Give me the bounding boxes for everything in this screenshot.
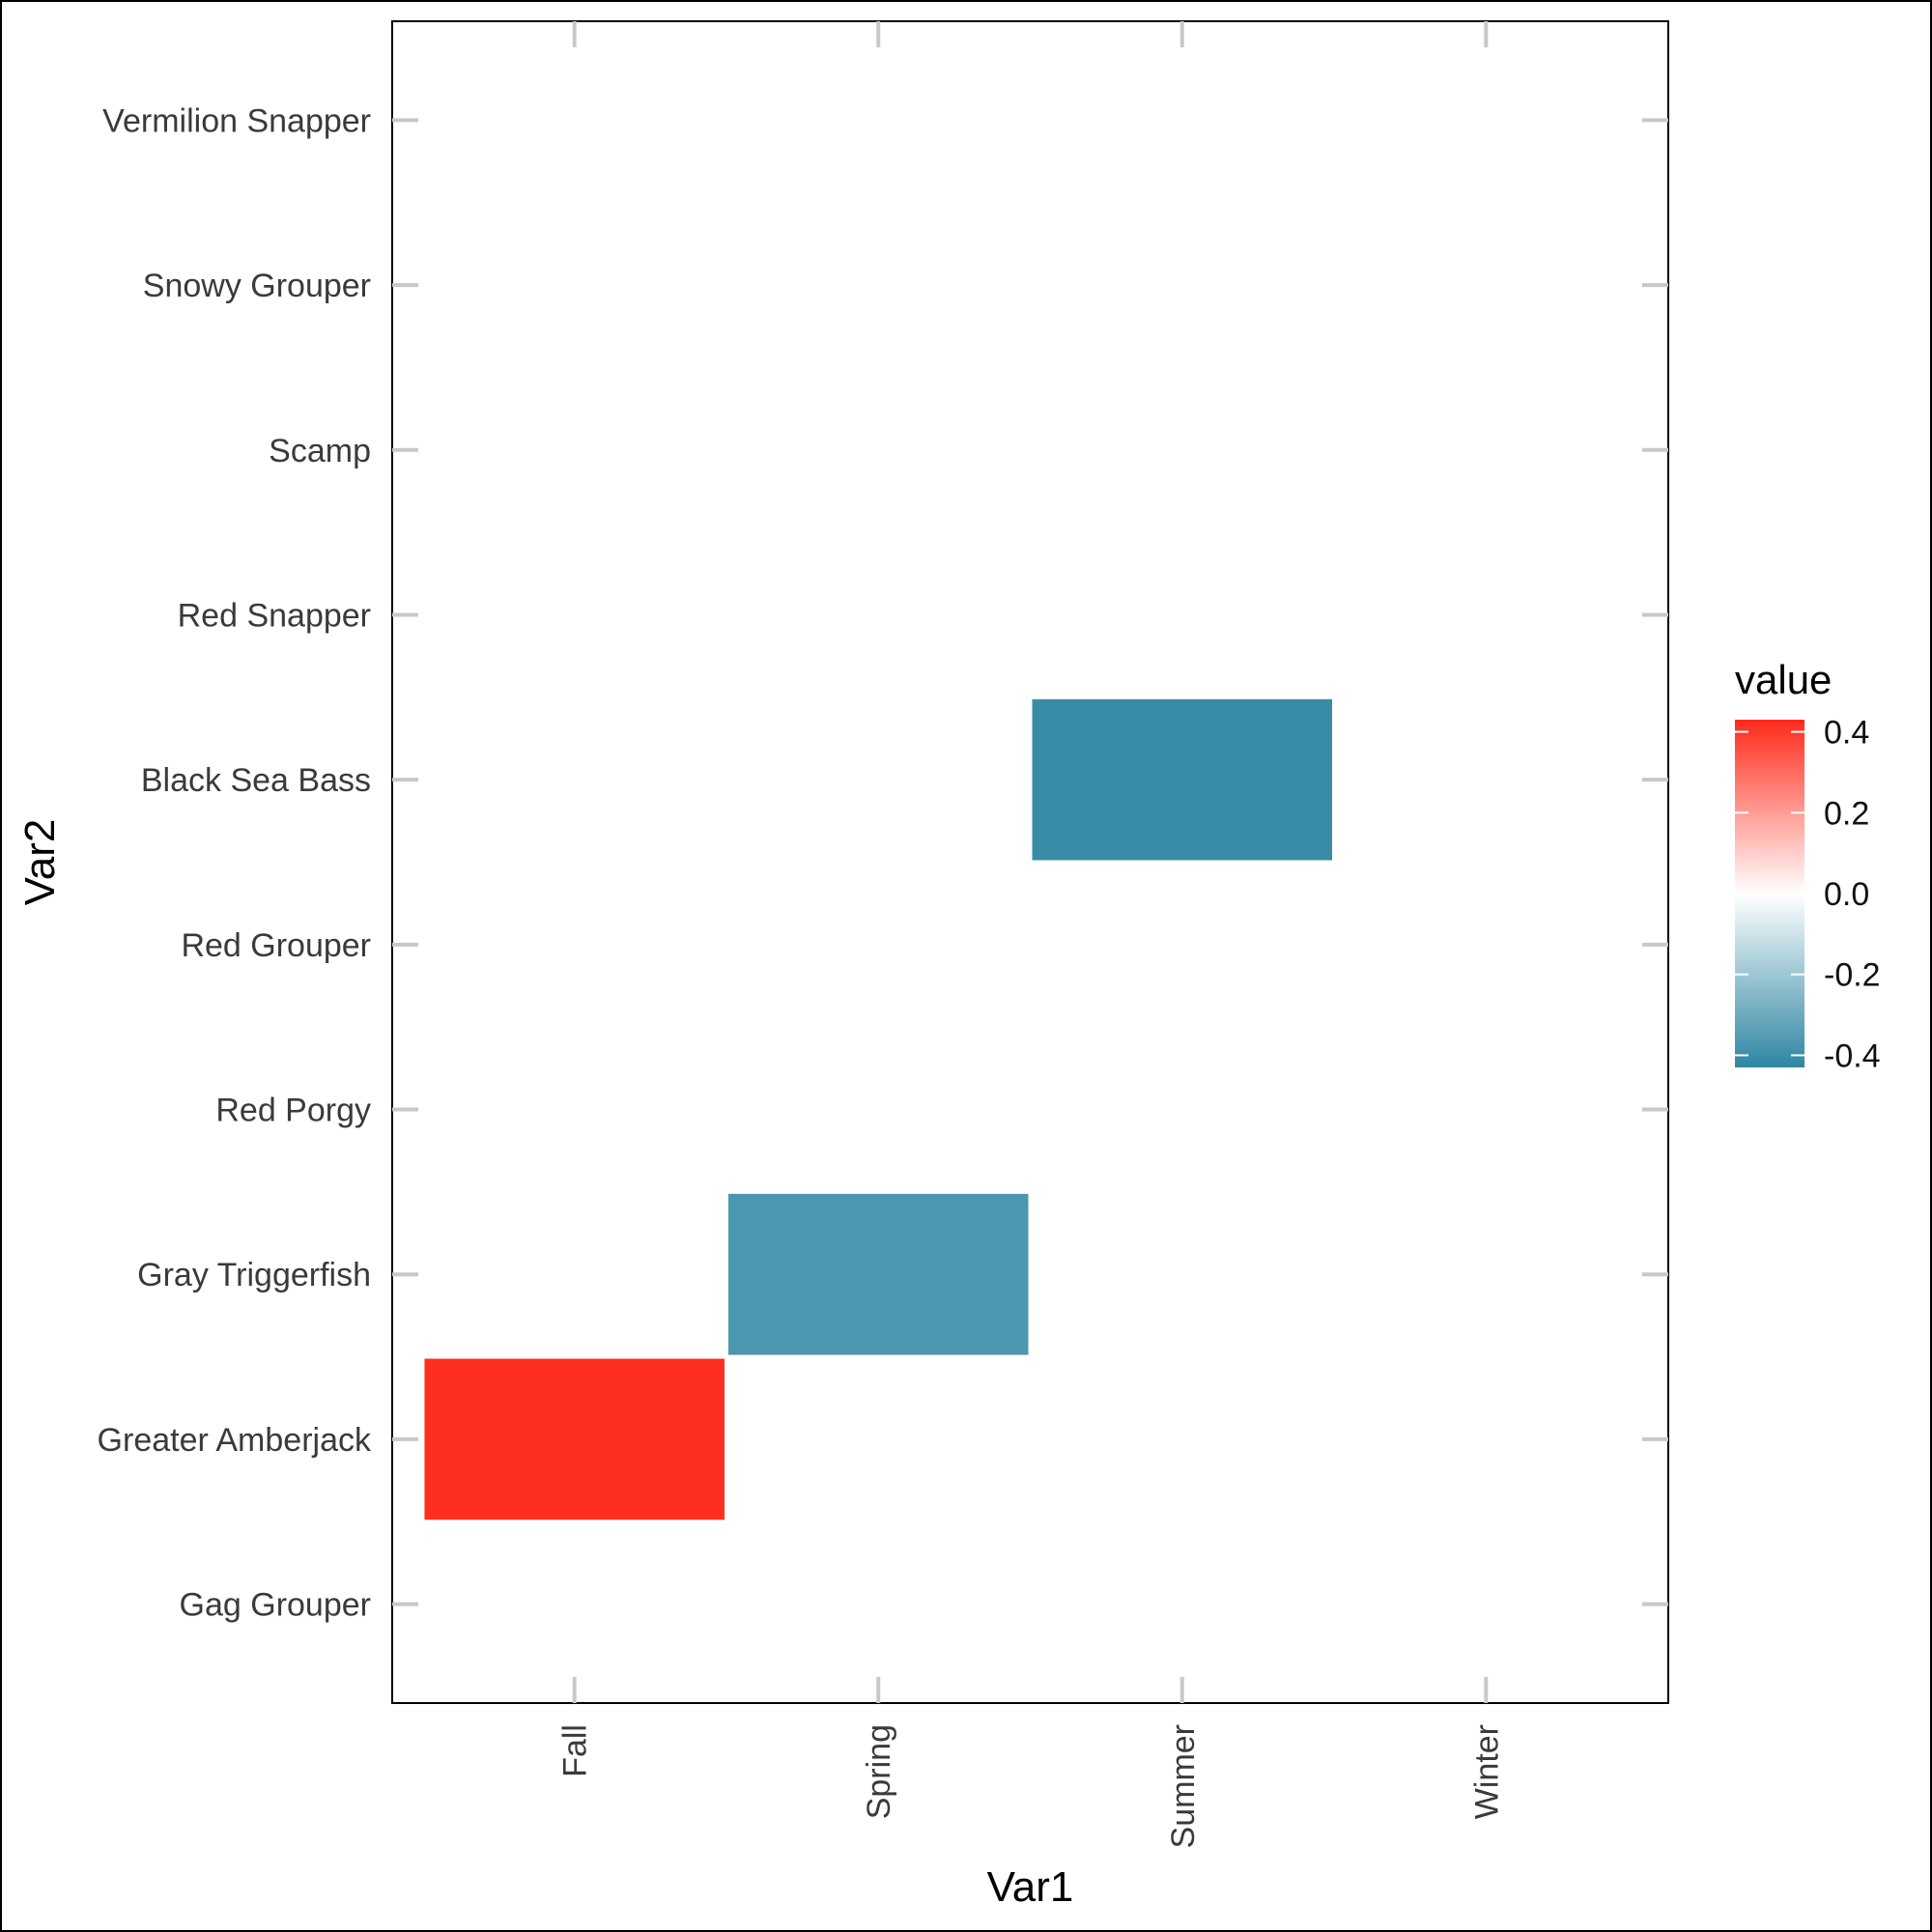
plot-panel-border (391, 20, 1669, 1704)
legend-tick-label: 0.0 (1824, 876, 1869, 913)
legend-tick-label: 0.2 (1824, 795, 1869, 832)
legend-ticks: 0.4 0.2 0.0 -0.2 -0.4 (1735, 715, 1881, 1074)
y-tick-label: Red Porgy (215, 1093, 371, 1129)
x-tick-label: Summer (1165, 1724, 1202, 1848)
heatmap-cell-fall-greater-amberjack (424, 1358, 724, 1520)
x-axis-title: Var1 (987, 1863, 1074, 1911)
x-tick-label: Spring (861, 1724, 897, 1819)
legend-title: value (1735, 657, 1832, 702)
axis-tick-labels: Fall Spring Summer Winter Gag Grouper Greater… (98, 102, 1506, 1848)
axis-ticks (392, 21, 1668, 1703)
y-tick-label: Greater Amberjack (98, 1422, 372, 1459)
y-axis-title: Var2 (16, 819, 64, 906)
legend-tick-label: -0.2 (1824, 957, 1881, 994)
x-tick-label: Fall (557, 1724, 594, 1777)
y-tick-label: Red Snapper (178, 597, 371, 634)
y-tick-label: Gray Triggerfish (137, 1257, 371, 1293)
heatmap-cell-summer-black-sea-bass (1032, 698, 1333, 861)
legend-tick-label: -0.4 (1824, 1037, 1881, 1074)
color-legend: value 0.4 0.2 0.0 -0.2 -0.4 (1735, 657, 1881, 1074)
y-tick-label: Black Sea Bass (141, 762, 371, 799)
y-tick-label: Gag Grouper (180, 1587, 371, 1624)
y-tick-label: Red Grouper (181, 927, 371, 964)
x-tick-label: Winter (1468, 1724, 1505, 1819)
legend-tick-label: 0.4 (1824, 715, 1869, 752)
heatmap-cells (424, 698, 1333, 1520)
y-tick-label: Snowy Grouper (143, 268, 371, 304)
y-tick-label: Vermilion Snapper (102, 102, 371, 139)
heatmap-cell-spring-gray-triggerfish (727, 1193, 1029, 1355)
y-tick-label: Scamp (269, 433, 371, 469)
